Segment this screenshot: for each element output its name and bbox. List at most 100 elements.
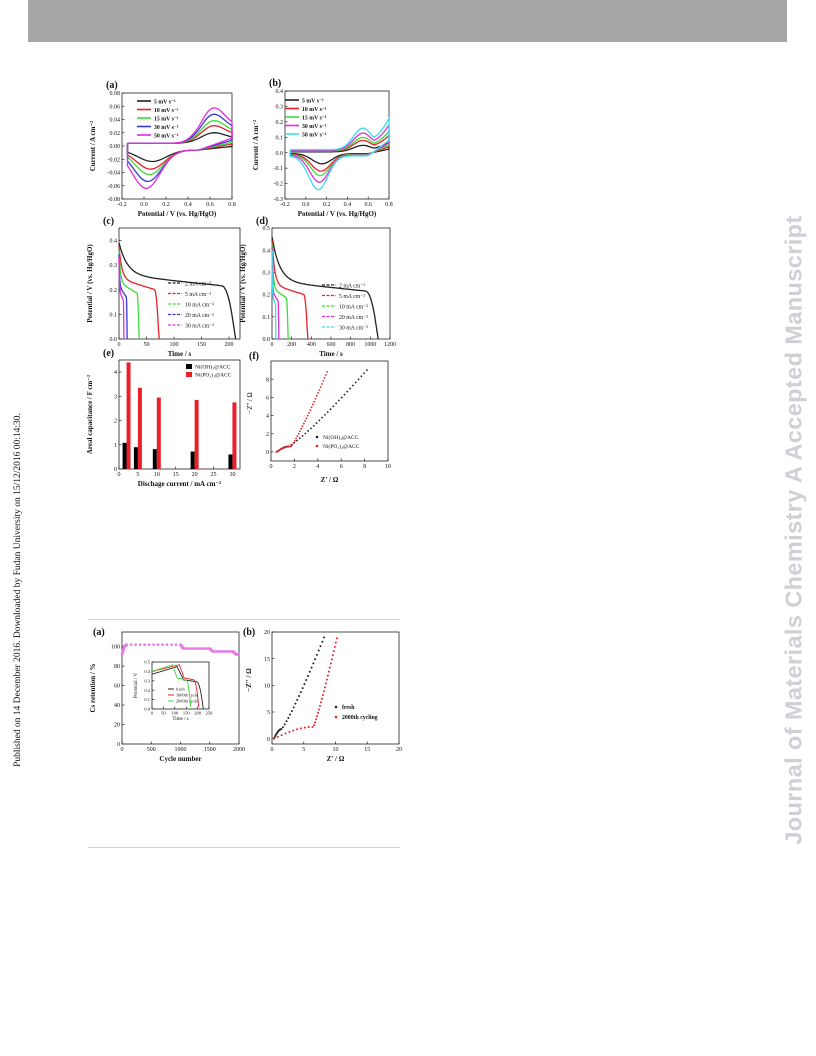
y-tick-label: 100 (111, 645, 120, 651)
data-point (201, 647, 205, 650)
panel-2b: 0 5 10 15 20 20 15 10 5 0 (b) fresh 2000th cycling Z'… (243, 627, 402, 763)
legend-label: 2000th cycling (342, 715, 378, 721)
y-tick-label: 0.00 (110, 144, 121, 150)
data-point (332, 650, 335, 653)
data-point (329, 408, 332, 411)
x-tick-label: 0.2 (162, 202, 170, 208)
data-point (313, 724, 316, 727)
x-tick-label: 0 (271, 747, 274, 753)
data-point (319, 386, 322, 388)
discharge-curve (271, 250, 277, 340)
data-point (129, 643, 133, 646)
data-point (182, 647, 185, 650)
legend-label: 2 mA cm⁻² (339, 284, 365, 290)
data-point (357, 378, 360, 381)
legend-label: 50 mV s⁻¹ (154, 134, 179, 140)
x-tick-label: 0 (118, 472, 121, 478)
data-point (214, 650, 218, 653)
data-point (213, 650, 216, 653)
data-point (292, 706, 295, 709)
plot-frame (118, 359, 241, 470)
data-point (303, 726, 306, 729)
discharge-curve (118, 242, 237, 340)
bar (228, 454, 233, 469)
data-point (299, 430, 301, 433)
y-tick-label: 40 (114, 703, 120, 709)
x-tick-label: 150 (197, 342, 206, 348)
data-point (291, 443, 294, 446)
x-tick-label: 0.0 (140, 202, 148, 208)
data-point (346, 390, 349, 393)
data-point (311, 725, 314, 728)
x-tick-label: 0 (121, 747, 124, 753)
data-point (138, 643, 142, 646)
cv-curve (126, 124, 233, 170)
data-point (331, 654, 334, 657)
data-point (321, 416, 324, 419)
x-tick-label: 10 (385, 464, 391, 470)
y-tick-label: 0.3 (144, 678, 150, 683)
bar (122, 442, 127, 469)
x-tick-label: 100 (170, 342, 179, 348)
plot-frame (271, 227, 391, 340)
data-point (292, 729, 295, 732)
x-tick-label: 200 (287, 342, 296, 348)
data-point (301, 687, 304, 690)
data-point (147, 643, 151, 646)
legend-label: Ni(PO₃)₂@ACC (195, 372, 232, 379)
data-point (276, 735, 279, 738)
data-point (288, 730, 291, 733)
x-tick-label: 15 (173, 472, 179, 478)
x-tick-label: 50 (161, 711, 166, 716)
x-tick-label: 800 (346, 342, 355, 348)
x-tick-label: 0.6 (206, 202, 214, 208)
y-axis-label: Potential / V (vs. Hg/HgO) (86, 244, 94, 323)
data-point (161, 643, 164, 646)
data-point (284, 732, 287, 735)
legend-label: 10 mA cm⁻² (339, 305, 368, 311)
data-point (206, 647, 209, 650)
y-axis-label: −Z'' / Ω (246, 392, 254, 413)
x-tick-label: 20 (192, 472, 198, 478)
inset-y-label: Potential / V (134, 673, 139, 699)
panel-label: (c) (103, 216, 114, 227)
data-point (349, 387, 352, 390)
bar (194, 399, 199, 469)
data-point (302, 422, 305, 425)
x-tick-label: 0.2 (323, 202, 331, 208)
data-point (335, 637, 338, 640)
bar (156, 397, 161, 469)
data-point (321, 640, 324, 643)
y-tick-label: 0.3 (276, 105, 284, 111)
data-point (352, 384, 354, 387)
y-axis-label: −Z'' / Ω (245, 668, 253, 692)
x-tick-label: 0 (270, 464, 273, 470)
inset-curve (151, 664, 200, 708)
data-point (322, 380, 325, 382)
data-point (296, 698, 299, 701)
data-point (324, 682, 327, 685)
data-point (314, 397, 317, 400)
legend-label: 15 mV s⁻¹ (302, 116, 327, 122)
data-point (305, 417, 308, 420)
x-tick-label: 600 (327, 342, 336, 348)
y-tick-label: 8 (266, 377, 269, 383)
y-tick-label: 0.06 (110, 104, 121, 110)
panel-label: (b) (269, 78, 281, 89)
data-point (303, 683, 306, 686)
x-tick-label: 2 (293, 464, 296, 470)
data-point (301, 425, 304, 428)
data-point (272, 737, 275, 740)
data-point (307, 726, 310, 729)
y-tick-label: 20 (114, 723, 120, 729)
data-point (218, 650, 221, 653)
y-tick-label: 0.2 (144, 688, 150, 693)
data-point (296, 439, 298, 442)
legend-label: 15 mV s⁻¹ (154, 117, 179, 123)
panel-c: 0 50 100 150 200 0.4 0.3 0.2 0.1 0.0 (c) 2 mA cm⁻² 5… (86, 216, 241, 358)
data-point (289, 445, 292, 448)
panel-d: 0 200 400 600 800 1000 1200 0.5 0.4 0.3 0.2 0.1 0.0 (… (239, 216, 396, 358)
data-point (310, 427, 312, 430)
y-tick-label: 0.0 (263, 337, 271, 343)
legend-label: 10 mV s⁻¹ (302, 107, 327, 113)
